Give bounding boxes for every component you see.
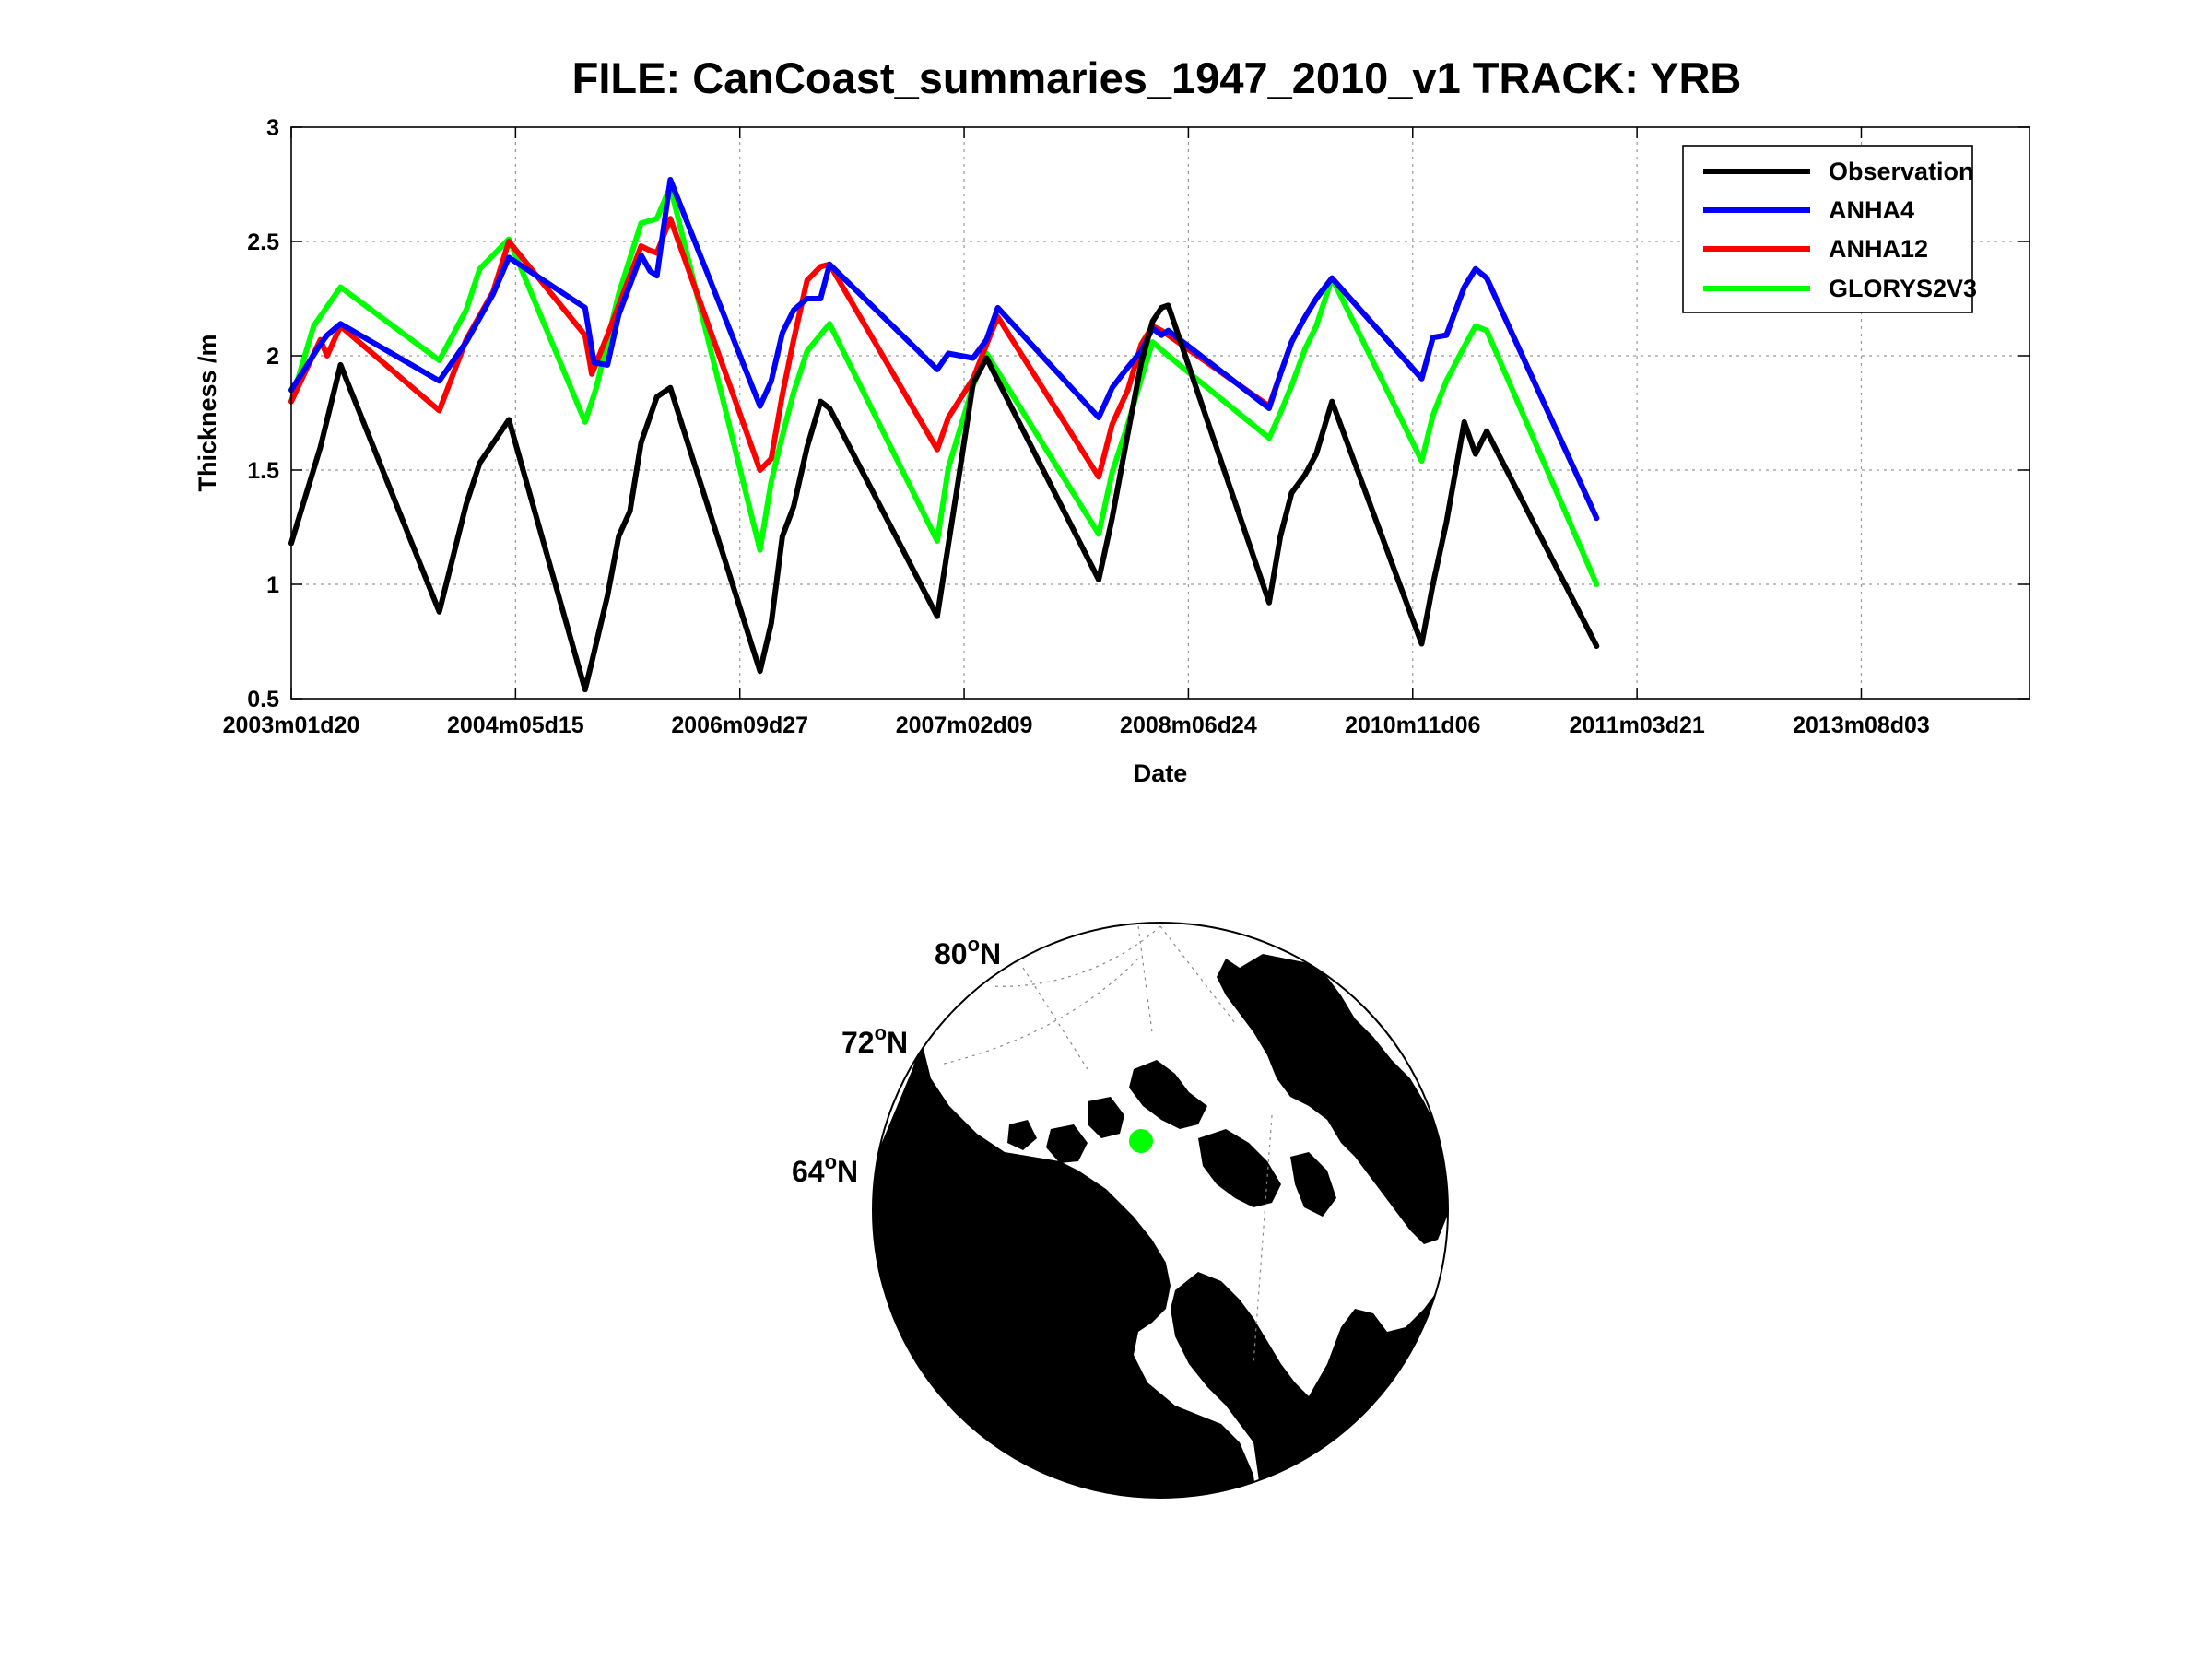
- series-line-observation: [288, 302, 1600, 693]
- legend-label-anha12: ANHA12: [1829, 235, 1928, 263]
- legend: Observation ANHA4 ANHA12 GLORYS2V3: [1682, 145, 1977, 313]
- lat-label-80-degree: o: [968, 933, 980, 956]
- map-land: [873, 954, 1448, 1498]
- lat-label-72-degree: o: [875, 1021, 887, 1044]
- grid-lines: [291, 127, 2030, 699]
- y-tick-label: 2.5: [247, 229, 279, 255]
- map-graticule: [939, 925, 1273, 1365]
- x-tick-label: 2013m08d03: [1793, 712, 1930, 738]
- meridian-4: [1253, 1114, 1273, 1365]
- land-arctic-islands-2: [1198, 1129, 1281, 1207]
- y-tick-label: 0.5: [247, 687, 279, 712]
- svg-text:72oN: 72oN: [841, 1021, 908, 1059]
- map-boundary: [872, 922, 1449, 1499]
- legend-entry-anha12: ANHA12: [1703, 235, 1928, 263]
- polar-map: 80oN 72oN 64oN: [792, 922, 1449, 1499]
- x-tick-label: 2003m01d20: [223, 712, 360, 738]
- legend-entry-observation: Observation: [1703, 158, 1974, 185]
- x-tick-label: 2007m02d09: [896, 712, 1033, 738]
- legend-entry-anha4: ANHA4: [1703, 196, 1914, 224]
- latitude-circle-80: [990, 925, 1161, 987]
- lat-label-72-suffix: N: [887, 1026, 908, 1059]
- chart-title: FILE: CanCoast_summaries_1947_2010_v1 TR…: [572, 53, 1742, 102]
- legend-label-glorys2v3: GLORYS2V3: [1829, 275, 1977, 302]
- series-line-glorys2v3: [288, 183, 1600, 587]
- tick-marks: [290, 126, 2030, 700]
- land-arctic-islands-6: [1007, 1120, 1037, 1150]
- lat-label-64-degree: o: [825, 1150, 837, 1173]
- land-arctic-islands-5: [1290, 1152, 1336, 1217]
- lat-label-64-value: 64: [792, 1155, 825, 1188]
- land-arctic-islands-1: [1129, 1060, 1207, 1129]
- y-tick-label: 3: [266, 115, 279, 141]
- lat-label-80: 80oN: [935, 933, 1001, 971]
- meridian-1: [1022, 967, 1088, 1070]
- map-globe: [873, 923, 1448, 1498]
- line-chart: 2003m01d20 2004m05d15 2006m09d27 2007m02d09…: [223, 115, 2030, 738]
- x-axis-label: Date: [1134, 759, 1188, 787]
- x-tick-label: 2006m09d27: [671, 712, 808, 738]
- x-tick-label: 2008m06d24: [1120, 712, 1257, 738]
- meridian-2: [1137, 925, 1153, 1033]
- lat-label-72: 72oN: [841, 1021, 908, 1059]
- legend-label-observation: Observation: [1829, 158, 1974, 185]
- series-line-anha4: [288, 177, 1600, 522]
- plot-frame: [290, 126, 2030, 700]
- svg-text:80oN: 80oN: [935, 933, 1001, 971]
- lat-label-64: 64oN: [792, 1150, 858, 1188]
- tick-labels: 2003m01d20 2004m05d15 2006m09d27 2007m02d09…: [223, 115, 1930, 738]
- x-tick-label: 2010m11d06: [1345, 712, 1480, 738]
- legend-entry-glorys2v3: GLORYS2V3: [1703, 275, 1977, 302]
- y-tick-label: 1: [266, 572, 279, 598]
- lat-label-64-suffix: N: [837, 1155, 858, 1188]
- meridian-3: [1159, 925, 1236, 1024]
- lat-label-80-suffix: N: [980, 937, 1001, 971]
- svg-text:64oN: 64oN: [792, 1150, 858, 1188]
- y-axis-label: Thickness /m: [194, 334, 221, 491]
- lat-label-72-value: 72: [841, 1026, 875, 1059]
- land-arctic-islands-4: [1046, 1124, 1088, 1163]
- legend-label-anha4: ANHA4: [1829, 196, 1914, 224]
- land-eurasia-west: [873, 1041, 1258, 1498]
- land-greenland: [1217, 954, 1448, 1244]
- station-marker-dot: [1129, 1129, 1153, 1153]
- land-arctic-islands-3: [1088, 1097, 1124, 1138]
- x-tick-label: 2011m03d21: [1569, 712, 1704, 738]
- series-layer: [288, 177, 1600, 693]
- y-tick-label: 2: [266, 344, 279, 370]
- y-tick-label: 1.5: [247, 458, 279, 484]
- x-tick-label: 2004m05d15: [447, 712, 584, 738]
- lat-label-80-value: 80: [935, 937, 968, 971]
